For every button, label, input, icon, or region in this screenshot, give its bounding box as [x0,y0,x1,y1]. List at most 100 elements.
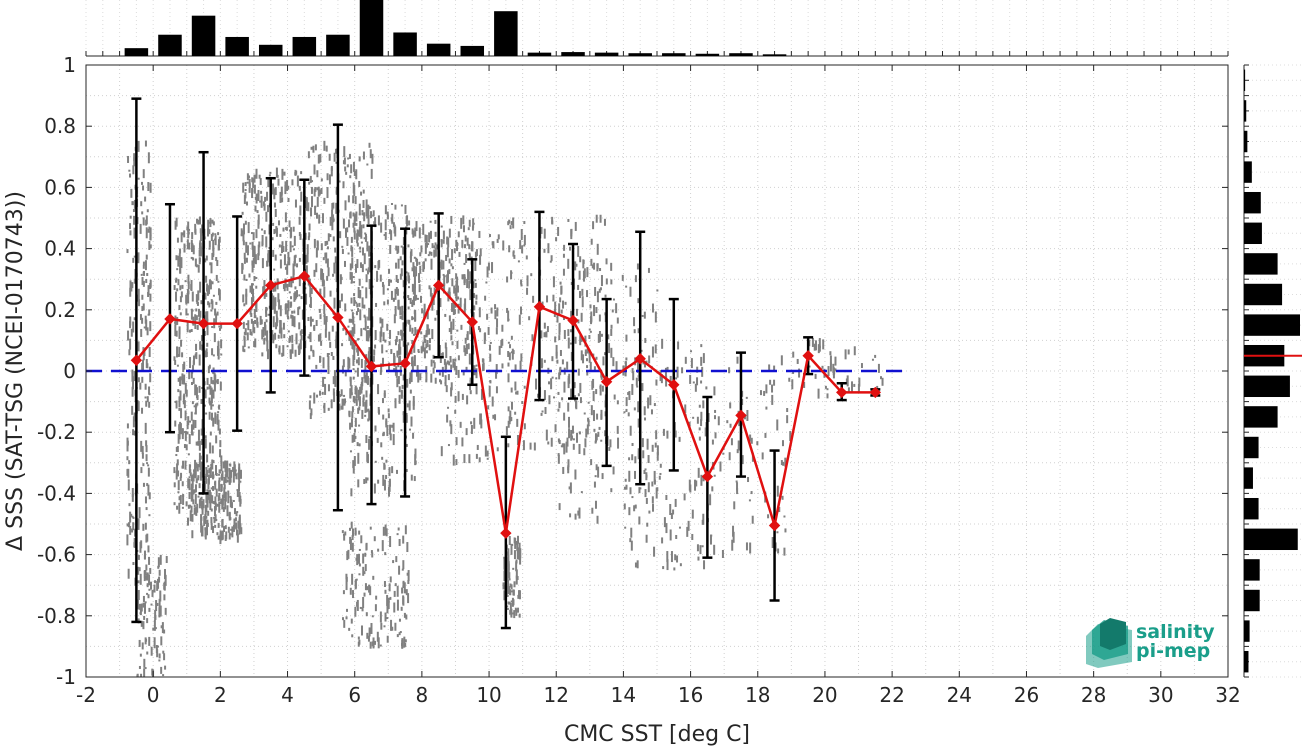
x-tick-label: -2 [76,683,96,707]
scatter-point [653,403,656,407]
scatter-point [475,300,478,305]
scatter-point [196,464,199,472]
scatter-point [357,553,360,564]
scatter-point [356,347,359,353]
scatter-point [133,317,136,321]
scatter-point [558,303,561,315]
scatter-point [555,377,558,380]
scatter-point [526,287,529,295]
scatter-point [293,316,296,328]
scatter-point [405,344,408,356]
scatter-point [463,276,466,283]
x-tick-label: 20 [812,683,837,707]
scatter-point [263,337,266,341]
scatter-point [640,349,643,352]
scatter-point [559,368,562,376]
scatter-point [235,473,238,480]
scatter-point [394,398,397,409]
scatter-point [180,339,183,347]
scatter-point [596,243,599,255]
scatter-point [137,589,140,600]
scatter-point [514,537,517,549]
scatter-point [546,295,549,303]
scatter-point [248,187,251,193]
scatter-point [214,415,217,420]
scatter-point [363,304,366,309]
scatter-point [194,420,197,429]
scatter-point [523,423,526,430]
scatter-point [251,262,254,273]
scatter-point [212,500,215,504]
scatter-point [360,358,363,368]
scatter-point [541,410,544,413]
scatter-point [127,568,130,579]
scatter-point [442,230,445,240]
scatter-point [348,318,351,323]
scatter-point [497,234,500,240]
scatter-point [476,444,479,450]
scatter-point [195,506,198,516]
scatter-point [368,258,371,269]
scatter-point [199,240,202,250]
scatter-point [143,615,146,620]
scatter-point [590,238,593,245]
scatter-point [578,270,581,280]
scatter-point [400,312,403,315]
scatter-point [356,233,359,244]
scatter-point [187,416,190,426]
scatter-point [515,540,518,545]
scatter-point [543,228,546,239]
scatter-point [422,223,425,235]
scatter-point [449,420,452,427]
scatter-point [362,394,365,401]
scatter-point [307,151,310,159]
scatter-point [178,496,181,501]
scatter-point [654,344,657,354]
scatter-point [350,618,353,624]
scatter-point [484,295,487,301]
scatter-point [236,511,239,514]
scatter-point [247,320,250,331]
scatter-point [461,274,464,280]
scatter-point [194,314,197,326]
scatter-point [358,424,361,427]
scatter-point [630,527,633,538]
scatter-point [422,341,425,352]
scatter-point [190,424,193,436]
scatter-point [666,430,669,439]
scatter-point [292,226,295,232]
scatter-point [335,202,338,214]
scatter-point [558,372,561,380]
scatter-point [479,413,482,425]
scatter-point [177,353,180,357]
scatter-point [178,431,181,440]
scatter-point [847,349,850,355]
scatter-point [217,341,220,350]
scatter-point [661,537,664,544]
scatter-point [653,479,656,485]
scatter-point [401,639,404,649]
scatter-point [299,233,302,240]
scatter-point [594,433,597,443]
scatter-point [406,215,409,227]
scatter-point [386,211,389,216]
scatter-point [881,377,884,386]
scatter-point [327,407,330,411]
scatter-point [209,403,212,406]
scatter-point [198,452,201,460]
scatter-point [147,464,150,467]
scatter-point [287,330,290,333]
scatter-point [218,480,221,492]
scatter-point [412,317,415,320]
scatter-point [299,205,302,216]
scatter-point [244,189,247,192]
scatter-point [580,491,583,494]
scatter-point [575,263,578,267]
scatter-point [194,258,197,267]
scatter-point [146,327,149,336]
mean-marker [466,316,478,328]
scatter-point [139,382,142,390]
scatter-point [525,255,528,260]
scatter-point [130,513,133,517]
scatter-point [454,303,457,308]
